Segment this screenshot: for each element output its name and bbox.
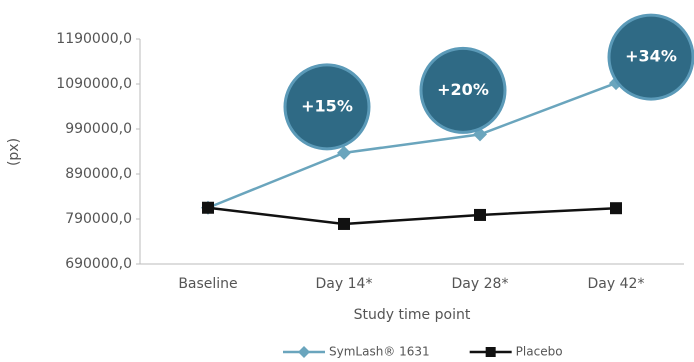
marker	[473, 127, 487, 142]
y-tick-label: 690000,0	[65, 256, 132, 272]
legend-marker	[485, 347, 496, 357]
x-tick-label: Baseline	[178, 276, 237, 292]
legend-label: Placebo	[516, 345, 563, 359]
annotation: +34%	[625, 47, 677, 66]
y-tick-label: 1190000,0	[56, 31, 132, 47]
y-axis-label: (px)	[6, 138, 22, 166]
annotation-bubble	[607, 13, 694, 101]
y-tick-label: 890000,0	[65, 166, 132, 182]
y-tick-label: 790000,0	[65, 211, 132, 227]
legend-marker	[298, 346, 310, 358]
x-axis-label: Study time point	[354, 307, 471, 323]
marker	[337, 145, 351, 160]
y-tick-label: 990000,0	[65, 121, 132, 137]
marker	[610, 202, 622, 215]
marker	[202, 201, 214, 214]
y-tick-label: 1090000,0	[56, 76, 132, 92]
x-tick-label: Day 42*	[588, 276, 645, 292]
series-line	[207, 81, 617, 209]
legend-symbol	[485, 347, 496, 357]
marker	[474, 208, 486, 221]
legend-label: SymLash® 1631	[329, 345, 430, 359]
annotation-bubble	[283, 63, 371, 151]
x-tick-label: Day 14*	[316, 276, 373, 292]
annotation-bubble	[419, 46, 507, 134]
x-tick-label: Day 28*	[452, 276, 509, 292]
series-line	[207, 206, 617, 226]
marker	[338, 217, 350, 230]
annotation: +15%	[301, 96, 353, 115]
annotation: +20%	[437, 80, 489, 99]
legend-symbol	[298, 346, 310, 358]
